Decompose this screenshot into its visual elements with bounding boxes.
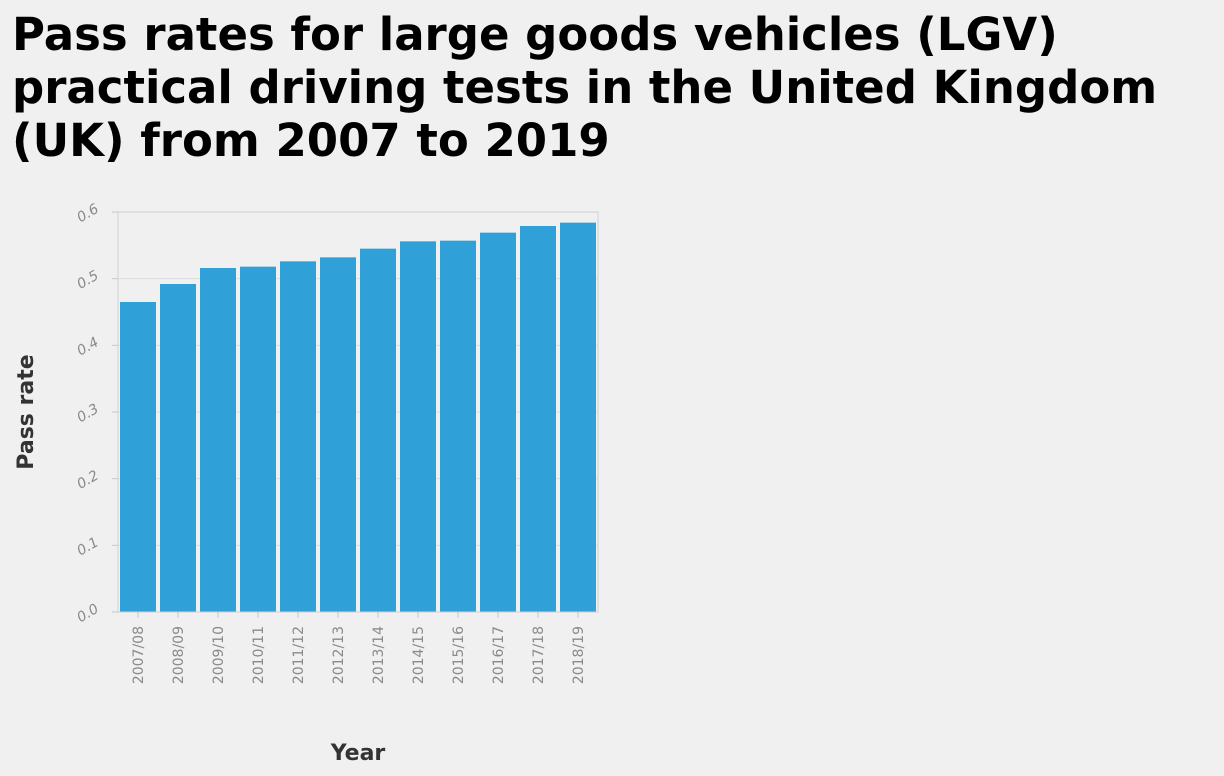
x-tick-label: 2011/12 [291, 626, 307, 684]
y-tick-label: 0.1 [74, 534, 101, 559]
bar [280, 261, 316, 612]
bar-series [120, 222, 596, 613]
bar [440, 240, 476, 612]
y-tick-label: 0.0 [74, 601, 101, 626]
bar [480, 232, 516, 612]
x-tick-label: 2018/19 [571, 626, 587, 684]
bar [560, 222, 596, 612]
x-tick-label: 2017/18 [531, 626, 547, 684]
x-tick-label: 2014/15 [411, 626, 427, 684]
x-tick-label: 2015/16 [451, 626, 467, 684]
bar [360, 248, 396, 612]
y-tick-label: 0.6 [74, 201, 101, 226]
y-axis-title: Pass rate [14, 354, 39, 469]
x-axis-ticks: 2007/08 2008/09 2009/10 2010/11 2011/12 2012/… [131, 612, 587, 684]
x-tick-label: 2009/10 [211, 626, 227, 684]
x-tick-label: 2013/14 [371, 626, 387, 684]
bar [200, 268, 236, 612]
y-tick-label: 0.4 [74, 334, 101, 359]
x-tick-label: 2010/11 [251, 626, 267, 684]
bar [320, 257, 356, 612]
x-tick-label: 2008/09 [171, 626, 187, 684]
bar [400, 241, 436, 613]
bar [240, 266, 276, 612]
y-tick-label: 0.3 [74, 401, 101, 426]
y-tick-label: 0.5 [74, 268, 101, 293]
x-tick-label: 2007/08 [131, 626, 147, 684]
bar [120, 302, 156, 612]
y-axis-ticks: 0.0 0.1 0.2 0.3 0.4 0.5 0.6 [74, 201, 118, 626]
x-tick-label: 2012/13 [331, 626, 347, 684]
bar [160, 284, 196, 612]
x-tick-label: 2016/17 [491, 626, 507, 684]
y-tick-label: 0.2 [74, 468, 101, 493]
chart-title: Pass rates for large goods vehicles (LGV… [12, 8, 1158, 167]
bar [520, 226, 556, 612]
x-axis-title: Year [330, 741, 386, 766]
